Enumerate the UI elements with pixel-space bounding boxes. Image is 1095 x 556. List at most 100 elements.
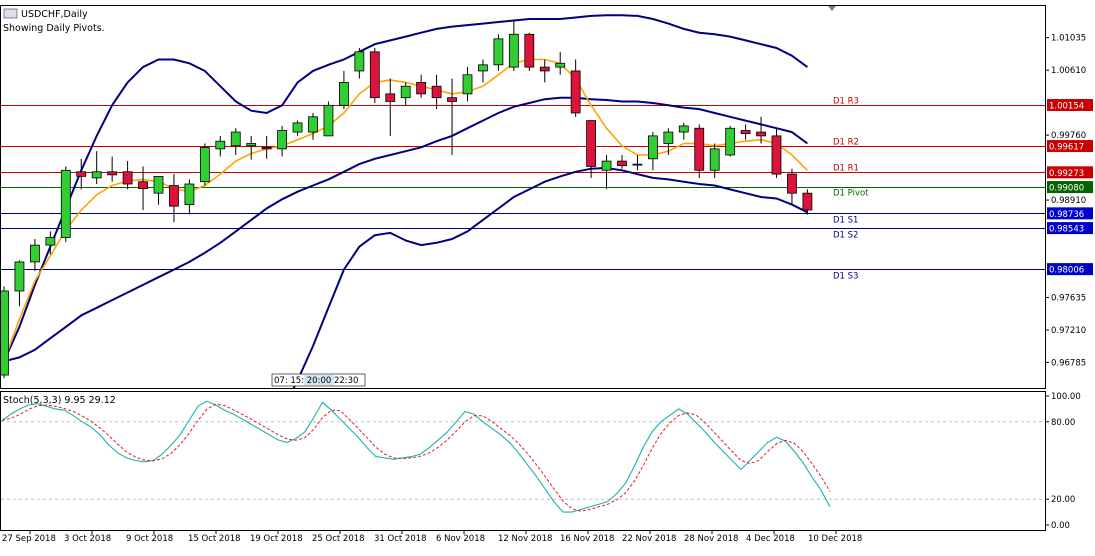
candle-body	[508, 33, 519, 68]
candle	[570, 59, 581, 117]
candle-body	[756, 131, 766, 137]
candle	[246, 135, 257, 160]
date-tick-label: 31 Oct 2018	[374, 534, 427, 544]
candle-body	[524, 33, 535, 68]
stoch-level-label: 20.00	[1051, 495, 1075, 505]
main-plot-area	[1, 14, 1045, 388]
candle-body	[45, 237, 56, 246]
candle-body	[555, 62, 566, 68]
candle	[369, 48, 380, 104]
candle	[508, 21, 519, 71]
chart-subtitle: Showing Daily Pivots.	[3, 23, 105, 34]
candle	[678, 122, 689, 140]
candle	[771, 128, 782, 178]
candle-body	[215, 140, 226, 150]
pivot-value-badge-bg	[1047, 99, 1093, 112]
candle	[215, 135, 226, 157]
pivot-value-badge-bg	[1047, 166, 1093, 179]
date-tick-label: 16 Nov 2018	[560, 534, 614, 544]
main-panel-border	[0, 5, 1046, 389]
candle-body	[369, 51, 380, 99]
candle	[601, 154, 612, 190]
price-tick-label: 0.99760	[1051, 131, 1086, 141]
pivot-value-badge-bg	[1047, 263, 1093, 276]
pivot-name-d1-s2: D1 S2	[833, 231, 858, 241]
candle-body	[153, 175, 164, 194]
candle	[617, 154, 627, 169]
price-tick-label: 1.00610	[1051, 66, 1086, 76]
pivot-name-d1-pivot: D1 Pivot	[833, 189, 869, 199]
candle-body	[323, 104, 334, 137]
series-line-bb_upper	[3, 14, 808, 362]
candle	[725, 125, 736, 157]
candle-body	[617, 160, 627, 167]
candle-body	[184, 183, 195, 206]
pivot-name-d1-r3: D1 R3	[833, 97, 859, 107]
chart-symbol-title: USDCHF,Daily	[21, 9, 88, 20]
candle	[694, 124, 705, 178]
price-tick-label: 1.01035	[1051, 34, 1086, 44]
pivot-value-badge-bg	[1047, 222, 1093, 235]
date-tick-label: 10 Dec 2018	[808, 534, 862, 544]
candle	[277, 125, 288, 157]
candle	[493, 34, 504, 71]
candle-body	[246, 143, 257, 147]
candle-body	[400, 85, 411, 99]
candle-body	[122, 171, 133, 185]
candle-body	[570, 70, 581, 114]
candle	[292, 120, 303, 136]
candle	[1, 286, 9, 379]
candle	[153, 175, 164, 205]
candle-body	[107, 171, 118, 176]
candle-body	[416, 82, 427, 95]
candle-body	[694, 127, 705, 171]
candle	[14, 260, 25, 307]
candle	[45, 231, 56, 255]
candle-body	[1, 290, 9, 376]
pivot-name-d1-r1: D1 R1	[833, 164, 859, 174]
candle	[138, 166, 148, 210]
candle-body	[740, 130, 751, 134]
candle-body	[431, 85, 442, 99]
candle-body	[787, 173, 797, 194]
candle-body	[29, 244, 40, 263]
time-box-highlight	[304, 375, 334, 385]
date-tick-label: 6 Nov 2018	[436, 534, 485, 544]
date-tick-label: 28 Nov 2018	[684, 534, 738, 544]
pivot-name-d1-s3: D1 S3	[833, 272, 858, 282]
candle	[323, 101, 334, 137]
stoch-plot-area	[1, 400, 831, 513]
candle	[478, 59, 488, 83]
pivot-value-badge: 0.99080	[1049, 184, 1084, 194]
candle-body	[447, 97, 457, 102]
pivot-value-badge: 1.00154	[1049, 102, 1084, 112]
candle-body	[725, 127, 736, 156]
candle-body	[138, 181, 148, 189]
pivot-name-d1-s1: D1 S1	[833, 216, 858, 226]
candle-body	[60, 169, 71, 238]
price-tick-label: 0.98910	[1051, 196, 1086, 206]
stoch-signal-line	[1, 403, 831, 512]
candle-body	[169, 185, 179, 207]
candle-body	[230, 131, 241, 147]
candle-body	[76, 171, 87, 177]
candle-body	[709, 148, 720, 171]
series-line-bb_middle	[3, 96, 808, 363]
axes: 1.01035 1.00610 0.99760 0.98910 0.97635 0.972…	[0, 5, 1093, 544]
candle	[447, 78, 457, 155]
candle	[60, 166, 71, 243]
candle	[354, 48, 365, 79]
candle	[29, 239, 40, 272]
candle	[787, 168, 797, 205]
candle-body	[539, 66, 550, 72]
time-box-text: 07: 15: 20:00 22:30	[274, 376, 358, 386]
candle	[648, 132, 658, 171]
date-tick-label: 4 Dec 2018	[746, 534, 795, 544]
candle	[802, 189, 813, 215]
candle	[230, 128, 241, 155]
candle-body	[277, 130, 288, 150]
time-box: 07: 15: 20:00 22:30	[271, 373, 366, 387]
